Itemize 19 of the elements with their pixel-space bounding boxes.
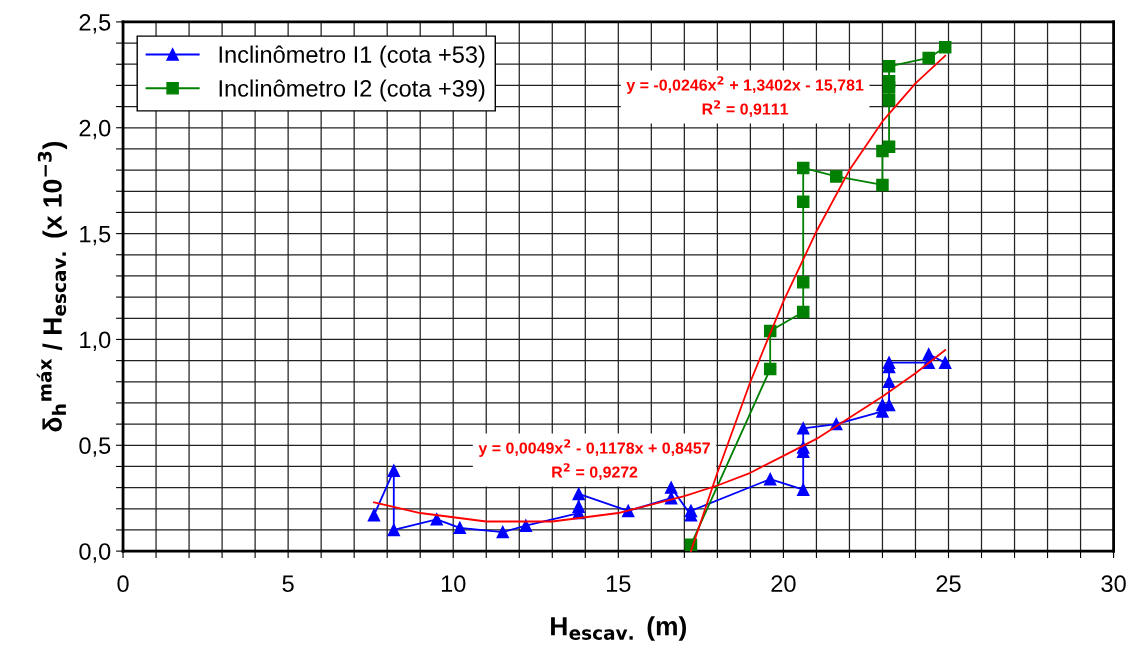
y-tick-label: 1,5: [80, 225, 111, 246]
annotation: y = 0,0049x$^{2}$ - 0,1178x + 0,8457 R$^{2}$ = 0,9272: [478, 439, 710, 481]
y-tick-label: 2,5: [79, 13, 111, 34]
x-tick-label: 30: [1101, 575, 1126, 593]
legend-label: Inclinômetro I2 (cota +39): [219, 79, 485, 102]
y-axis-title: δ$_{h}$$^{máx}$ / H$_{escav.}$ (x 10$^{−3}$): [36, 141, 68, 432]
legend-label: Inclinômetro I1 (cota +53): [219, 45, 485, 68]
y-tick-label: 2,0: [79, 119, 111, 140]
x-tick-label: 5: [282, 575, 294, 593]
y-tick-label: 0,0: [79, 543, 111, 563]
y-tick-label: 0,5: [79, 437, 111, 457]
x-tick-label: 10: [441, 575, 466, 593]
x-tick-label: 15: [606, 575, 631, 593]
x-tick-label: 0: [117, 575, 129, 593]
x-tick-label: 20: [771, 575, 796, 593]
x-axis-title: H$_{escav.}$ (m): [551, 616, 686, 641]
x-tick-label: 25: [936, 575, 961, 593]
text: y = -0,0246x$^{2}$ + 1,3402x - 15,781 R$^{2}$ = 0,9111: [626, 76, 864, 118]
y-tick-label: 1,0: [80, 331, 111, 352]
